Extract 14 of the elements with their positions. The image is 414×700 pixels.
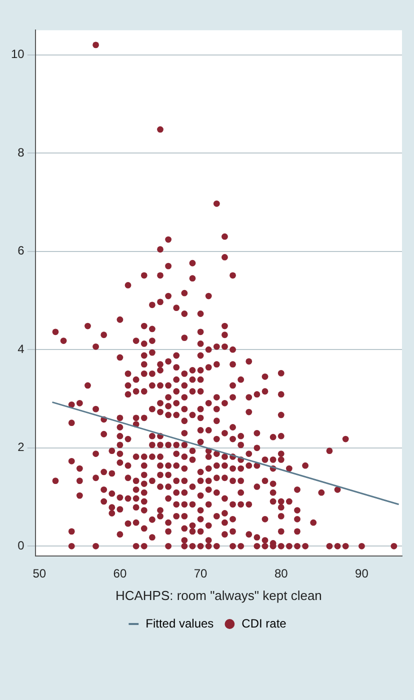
y-tick-label: 8	[18, 145, 25, 160]
y-tick-label: 10	[10, 47, 25, 62]
x-tick-label: 80	[274, 566, 288, 581]
x-tick-label: 50	[32, 566, 46, 581]
y-tick-label: 0	[18, 538, 25, 552]
legend-label: CDI rate	[242, 616, 287, 630]
x-axis-title: HCAHPS: room "always" kept clean	[115, 588, 322, 603]
y-tick-label: 4	[18, 342, 25, 356]
x-tick-label: 90	[355, 566, 369, 581]
x-tick-label: 60	[113, 566, 127, 581]
legend-label: Fitted values	[146, 616, 214, 630]
x-tick-label: 70	[194, 566, 208, 581]
y-tick-label: 2	[18, 440, 25, 454]
y-tick-label: 6	[18, 244, 25, 258]
